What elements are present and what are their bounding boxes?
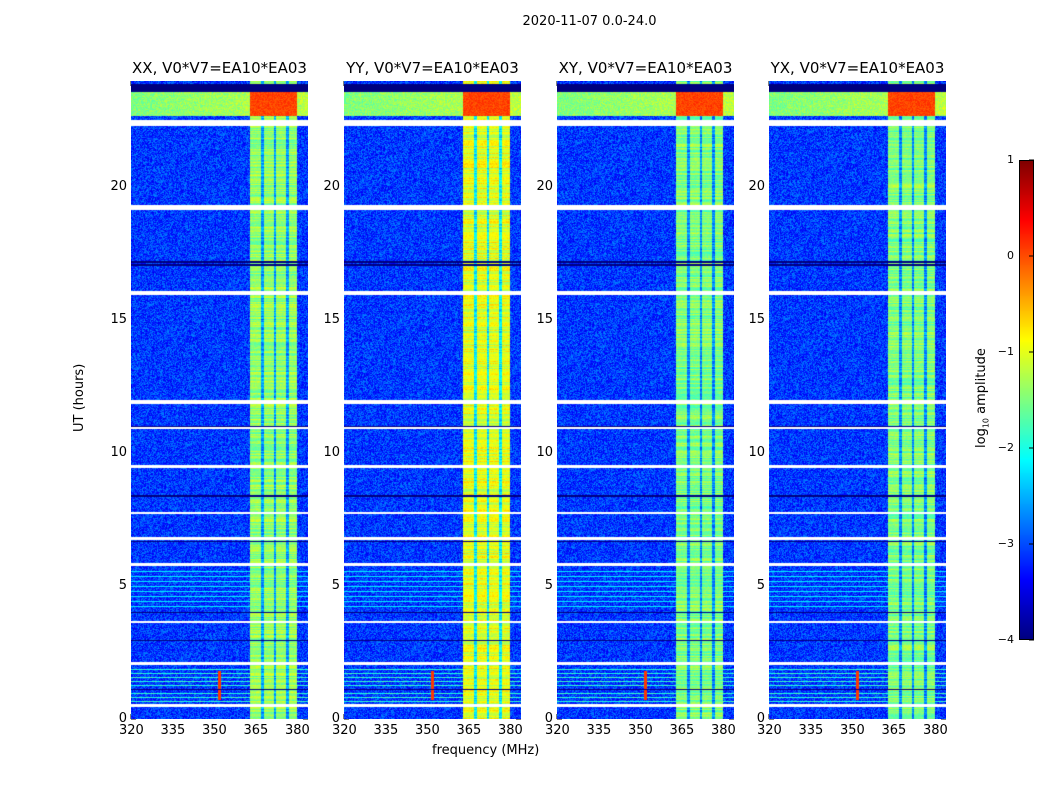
- x-tick-label: 320: [545, 723, 570, 738]
- colorbar-tick-label: −4: [997, 633, 1014, 646]
- x-tick-label: 365: [243, 723, 269, 738]
- colorbar-tick-label: −3: [997, 537, 1014, 550]
- y-tick-label: 10: [748, 445, 765, 461]
- x-tick-label: 380: [922, 723, 948, 738]
- y-tick-label: 15: [110, 312, 127, 328]
- y-tick-label: 5: [118, 578, 127, 594]
- x-tick-label: 335: [586, 723, 612, 738]
- x-tick-label: 320: [119, 723, 144, 738]
- y-tick-label: 5: [756, 578, 765, 594]
- y-tick-label: 20: [748, 179, 765, 195]
- colorbar-tick-label: 1: [1007, 153, 1014, 166]
- x-axis-label: frequency (MHz): [432, 743, 540, 758]
- y-tick-label: 5: [331, 578, 340, 594]
- y-tick-label: 5: [544, 578, 553, 594]
- x-tick-label: 365: [881, 723, 907, 738]
- heatmap-3: [769, 81, 946, 719]
- x-tick-label: 380: [284, 723, 310, 738]
- panel-title: XX, V0*V7=EA10*EA03: [132, 59, 307, 77]
- x-tick-label: 350: [414, 723, 440, 738]
- heatmap-0: [131, 81, 308, 719]
- colorbar-frame: [1019, 160, 1034, 640]
- colorbar: [1019, 160, 1034, 640]
- y-tick-label: 10: [323, 445, 340, 461]
- panel-title: YY, V0*V7=EA10*EA03: [346, 59, 519, 77]
- y-tick-label: 10: [110, 445, 127, 461]
- x-tick-label: 320: [332, 723, 357, 738]
- panel-title: YX, V0*V7=EA10*EA03: [770, 59, 945, 77]
- x-tick-label: 380: [710, 723, 736, 738]
- figure-title: 2020-11-07 0.0-24.0: [522, 14, 657, 29]
- x-tick-label: 380: [497, 723, 523, 738]
- colorbar-tick-label: −2: [997, 441, 1014, 454]
- colorbar-tick-label: −1: [997, 345, 1014, 358]
- heatmap-1: [344, 81, 521, 719]
- x-tick-label: 335: [798, 723, 824, 738]
- x-tick-label: 365: [456, 723, 482, 738]
- y-tick-label: 15: [748, 312, 765, 328]
- y-tick-label: 0: [331, 711, 340, 726]
- y-tick-label: 0: [756, 711, 765, 726]
- y-tick-label: 20: [536, 179, 553, 195]
- y-tick-label: 0: [118, 711, 127, 726]
- colorbar-tick-label: 0: [1007, 249, 1014, 262]
- y-tick-label: 10: [536, 445, 553, 461]
- x-tick-label: 350: [627, 723, 653, 738]
- y-tick-label: 20: [110, 179, 127, 195]
- panel-title: XY, V0*V7=EA10*EA03: [558, 59, 733, 77]
- y-tick-label: 15: [323, 312, 340, 328]
- y-tick-label: 15: [536, 312, 553, 328]
- x-tick-label: 320: [757, 723, 782, 738]
- y-tick-label: 0: [544, 711, 553, 726]
- y-tick-label: 20: [323, 179, 340, 195]
- x-tick-label: 335: [160, 723, 186, 738]
- x-tick-label: 350: [201, 723, 227, 738]
- x-tick-label: 350: [839, 723, 865, 738]
- x-tick-label: 335: [373, 723, 399, 738]
- x-tick-label: 365: [669, 723, 695, 738]
- heatmap-2: [557, 81, 734, 719]
